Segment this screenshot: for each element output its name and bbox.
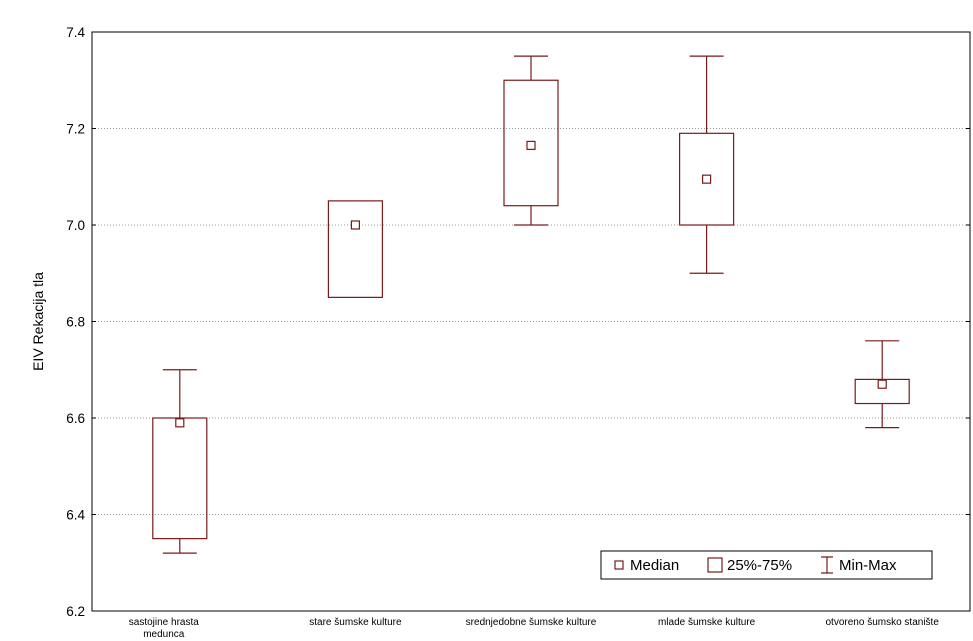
box-group [678,55,735,274]
median-marker [701,174,712,184]
y-tick-labels: 6.2 6.4 6.6 6.8 7.0 7.2 7.4 [66,25,970,619]
x-category-label: otvoreno šumsko stanište [826,617,940,628]
y-tick-label: 6.2 [66,604,85,619]
iqr-box [678,132,735,226]
median-marker [526,140,536,150]
iqr-box [503,79,559,207]
y-tick-label: 6.6 [66,411,85,426]
box-group [327,200,383,298]
box-group [854,340,910,429]
iqr-box [854,378,910,405]
y-tick-label: 6.8 [66,315,85,330]
grid-lines [92,128,970,515]
median-marker [350,220,360,230]
legend-whisker-marker [821,556,833,574]
x-category-label: srednjedobne šumske kulture [466,617,597,628]
legend-frame [600,550,933,580]
y-axis-title: EIV Rekacija tla [30,272,46,371]
x-category-label: sastojine hrasta [129,617,199,628]
legend-median-label: Median [630,557,679,574]
x-category-label: medunca [143,629,185,640]
legend-median-marker [614,560,624,570]
plot-area-frame [91,31,971,612]
median-marker [175,418,185,428]
legend: Median 25%-75% Min-Max [600,550,933,580]
box-group [503,55,559,226]
x-category-label: mlade šumske kulture [658,617,756,628]
x-category-label: stare šumske kulture [309,617,402,628]
iqr-box [152,417,208,540]
legend-whisker-label: Min-Max [839,557,897,574]
box-group [152,369,208,554]
y-tick-label: 6.4 [66,508,85,523]
legend-box-marker [707,557,723,573]
y-tick-label: 7.4 [66,25,85,40]
box-series [152,55,910,554]
iqr-box [327,200,383,298]
legend-box-label: 25%-75% [727,557,792,574]
y-tick-label: 7.2 [66,122,85,137]
median-marker [877,379,887,389]
y-tick-label: 7.0 [66,218,85,233]
